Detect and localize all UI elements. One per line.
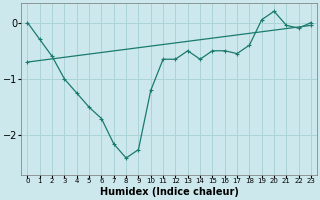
X-axis label: Humidex (Indice chaleur): Humidex (Indice chaleur) [100, 187, 239, 197]
